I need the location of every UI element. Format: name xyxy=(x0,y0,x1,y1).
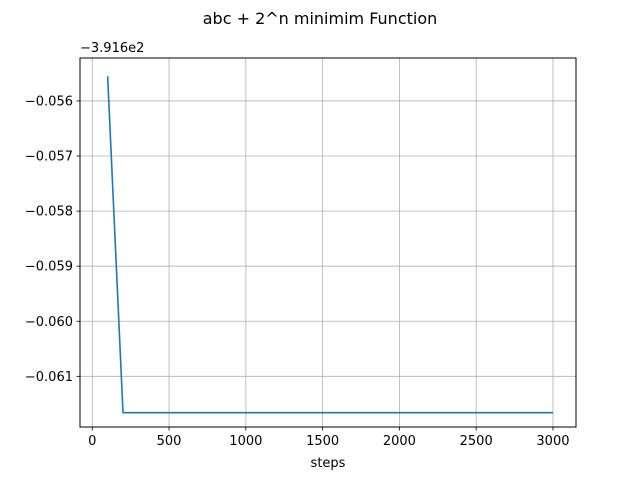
x-tick-label: 500 xyxy=(157,434,182,449)
x-tick-label: 0 xyxy=(88,434,96,449)
y-tick-label: −0.061 xyxy=(25,370,73,385)
x-tick-label: 3000 xyxy=(536,434,569,449)
series-line xyxy=(106,76,553,414)
x-tick-label: 2500 xyxy=(460,434,493,449)
y-axis-ticks: −0.056 −0.057 −0.058 −0.059 −0.060 −0.061 xyxy=(25,94,80,385)
y-tick-label: −0.056 xyxy=(25,94,73,109)
grid-lines xyxy=(80,58,576,427)
chart-title: abc + 2^n minimim Function xyxy=(203,9,438,28)
x-tick-label: 1000 xyxy=(229,434,262,449)
x-axis-ticks: 0 500 1000 1500 2000 2500 3000 xyxy=(88,427,570,449)
y-offset-label: −3.916e2 xyxy=(80,41,144,56)
y-tick-label: −0.060 xyxy=(25,315,73,330)
plot-frame xyxy=(79,57,577,428)
series-layer xyxy=(106,76,553,414)
plot-background xyxy=(80,58,576,427)
x-tick-label: 2000 xyxy=(383,434,416,449)
x-tick-label: 1500 xyxy=(306,434,339,449)
x-axis-label: steps xyxy=(311,456,346,471)
y-tick-label: −0.057 xyxy=(25,150,73,165)
y-tick-label: −0.058 xyxy=(25,205,73,220)
y-tick-label: −0.059 xyxy=(25,260,73,275)
